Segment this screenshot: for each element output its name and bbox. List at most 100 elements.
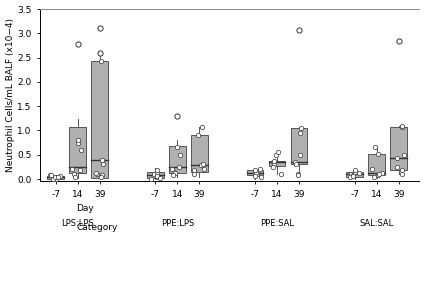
Point (295, 173, 301, 177)
Point (272, 153, 279, 157)
Point (97, 174, 104, 179)
Text: Day: Day (76, 204, 94, 213)
Point (174, 114, 181, 118)
Point (252, 169, 258, 174)
Point (399, 124, 405, 128)
Point (69, 167, 76, 172)
Point (274, 150, 281, 155)
Point (173, 144, 180, 149)
Text: PPE:SAL: PPE:SAL (260, 219, 294, 228)
Point (200, 162, 207, 167)
Point (92, 171, 99, 175)
Point (394, 156, 401, 160)
Text: Category: Category (76, 223, 117, 232)
Point (295, 172, 302, 177)
Point (199, 124, 206, 129)
Point (96, 25, 103, 30)
Y-axis label: Neutrophil Cells/mL BALF (x10−4): Neutrophil Cells/mL BALF (x10−4) (6, 18, 14, 172)
Bar (69, 127, 86, 173)
Point (71, 172, 77, 177)
Point (292, 160, 298, 164)
Point (201, 167, 208, 172)
Point (74, 42, 81, 46)
Point (375, 173, 382, 177)
Point (46, 173, 53, 177)
Point (251, 168, 258, 173)
Point (297, 131, 304, 135)
Point (75, 138, 82, 142)
Point (153, 171, 160, 175)
Point (50, 176, 57, 181)
Point (100, 162, 107, 167)
Bar (191, 135, 208, 172)
Bar (368, 154, 385, 175)
Bar (246, 170, 264, 175)
Bar (169, 146, 186, 173)
Point (269, 160, 276, 164)
Point (51, 175, 58, 179)
Point (172, 171, 178, 175)
Point (395, 38, 402, 43)
Point (351, 168, 358, 173)
Point (401, 153, 408, 157)
Bar (291, 128, 307, 164)
Point (298, 126, 305, 130)
Point (98, 157, 105, 162)
Point (147, 177, 154, 181)
Point (251, 173, 258, 178)
Point (191, 168, 198, 173)
Point (170, 173, 177, 177)
Point (278, 172, 284, 177)
Point (372, 145, 379, 150)
Point (54, 174, 61, 179)
Point (94, 172, 101, 177)
Point (399, 172, 405, 177)
Text: LPS:LPS: LPS:LPS (61, 219, 94, 228)
Point (56, 174, 63, 179)
Point (270, 162, 277, 167)
Point (253, 171, 260, 175)
Point (347, 174, 354, 179)
Point (78, 148, 85, 152)
Point (177, 153, 184, 157)
Point (350, 173, 357, 178)
Bar (269, 161, 286, 166)
Bar (91, 61, 108, 178)
Point (53, 177, 60, 181)
Point (74, 140, 81, 145)
Point (191, 172, 198, 177)
Point (257, 167, 264, 172)
Point (399, 125, 405, 129)
Text: SAL:SAL: SAL:SAL (360, 219, 394, 228)
Point (154, 168, 161, 173)
Point (99, 173, 106, 177)
Point (297, 153, 303, 157)
Bar (47, 176, 64, 179)
Point (356, 171, 363, 175)
Point (154, 173, 161, 178)
Point (394, 165, 400, 169)
Text: PPE:LPS: PPE:LPS (161, 219, 194, 228)
Point (48, 172, 55, 177)
Point (76, 168, 83, 173)
Point (168, 167, 175, 172)
Point (375, 151, 382, 156)
Point (269, 165, 276, 169)
Bar (390, 127, 407, 170)
Point (97, 59, 104, 63)
Point (370, 174, 377, 179)
Point (349, 173, 356, 177)
Point (375, 172, 382, 177)
Point (378, 171, 385, 175)
Point (399, 168, 406, 173)
Point (271, 158, 278, 163)
Point (293, 162, 300, 167)
Point (72, 174, 79, 179)
Point (170, 169, 177, 174)
Point (157, 175, 164, 180)
Bar (147, 172, 164, 178)
Point (257, 174, 264, 179)
Point (254, 172, 261, 177)
Point (198, 163, 204, 168)
Point (352, 169, 359, 174)
